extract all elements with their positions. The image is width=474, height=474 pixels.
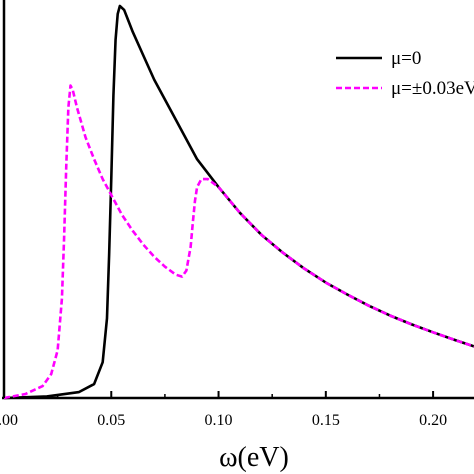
x-tick-label: 0.05	[97, 412, 125, 429]
x-tick-label: 0.20	[419, 412, 447, 429]
legend-label-1: μ=0	[391, 48, 421, 69]
ticks-layer: 0.00 0.05 0.10 0.15 0.20	[0, 391, 447, 429]
legend: μ=0 μ=±0.03eV	[336, 48, 474, 99]
series-layer	[3, 4, 474, 400]
series-line-2	[3, 84, 474, 400]
x-tick-label: 0.00	[0, 412, 18, 429]
x-tick-label: 0.15	[312, 412, 340, 429]
x-tick-label: 0.10	[205, 412, 233, 429]
x-axis-title: ω(eV)	[219, 442, 289, 473]
plot-frame	[2, 0, 474, 400]
legend-label-2: μ=±0.03eV	[391, 78, 474, 99]
